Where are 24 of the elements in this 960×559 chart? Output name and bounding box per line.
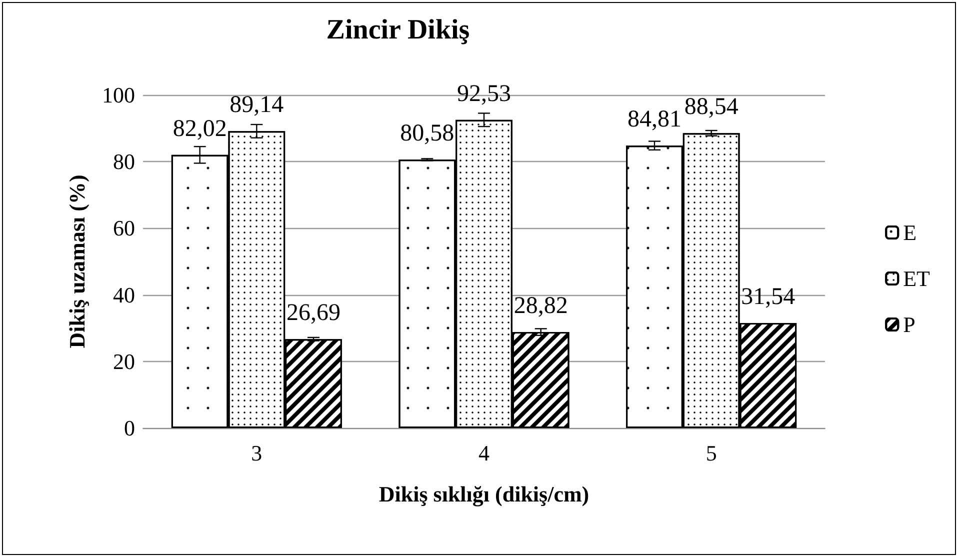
data-label: 80,58 [400, 120, 454, 147]
y-axis-title: Dikiş uzaması (%) [64, 174, 90, 348]
data-label: 31,54 [741, 284, 796, 310]
data-label: 88,54 [684, 94, 738, 120]
y-tick-label: 0 [124, 416, 135, 440]
data-label: 28,82 [514, 293, 568, 320]
y-tick-label: 40 [113, 282, 135, 308]
y-tick-label: 80 [113, 149, 135, 174]
x-tick-label: 5 [706, 440, 717, 466]
y-tick-label: 100 [102, 82, 135, 108]
y-tick-label: 20 [113, 348, 135, 374]
x-axis-title: Dikiş sıklığı (dikiş/cm) [378, 482, 590, 506]
x-tick-label: 3 [251, 440, 262, 466]
data-label: 26,69 [286, 300, 340, 326]
legend-label: P [903, 312, 916, 337]
chart-title: Zincir Dikiş [326, 14, 470, 46]
y-tick-label: 60 [113, 216, 135, 241]
legend-label: E [903, 220, 917, 245]
data-label: 82,02 [172, 116, 227, 142]
x-tick-label: 4 [478, 440, 490, 466]
data-label: 84,81 [628, 106, 682, 133]
data-label: 89,14 [230, 92, 284, 118]
data-label: 92,53 [457, 80, 511, 107]
legend-label: ET [903, 266, 931, 291]
